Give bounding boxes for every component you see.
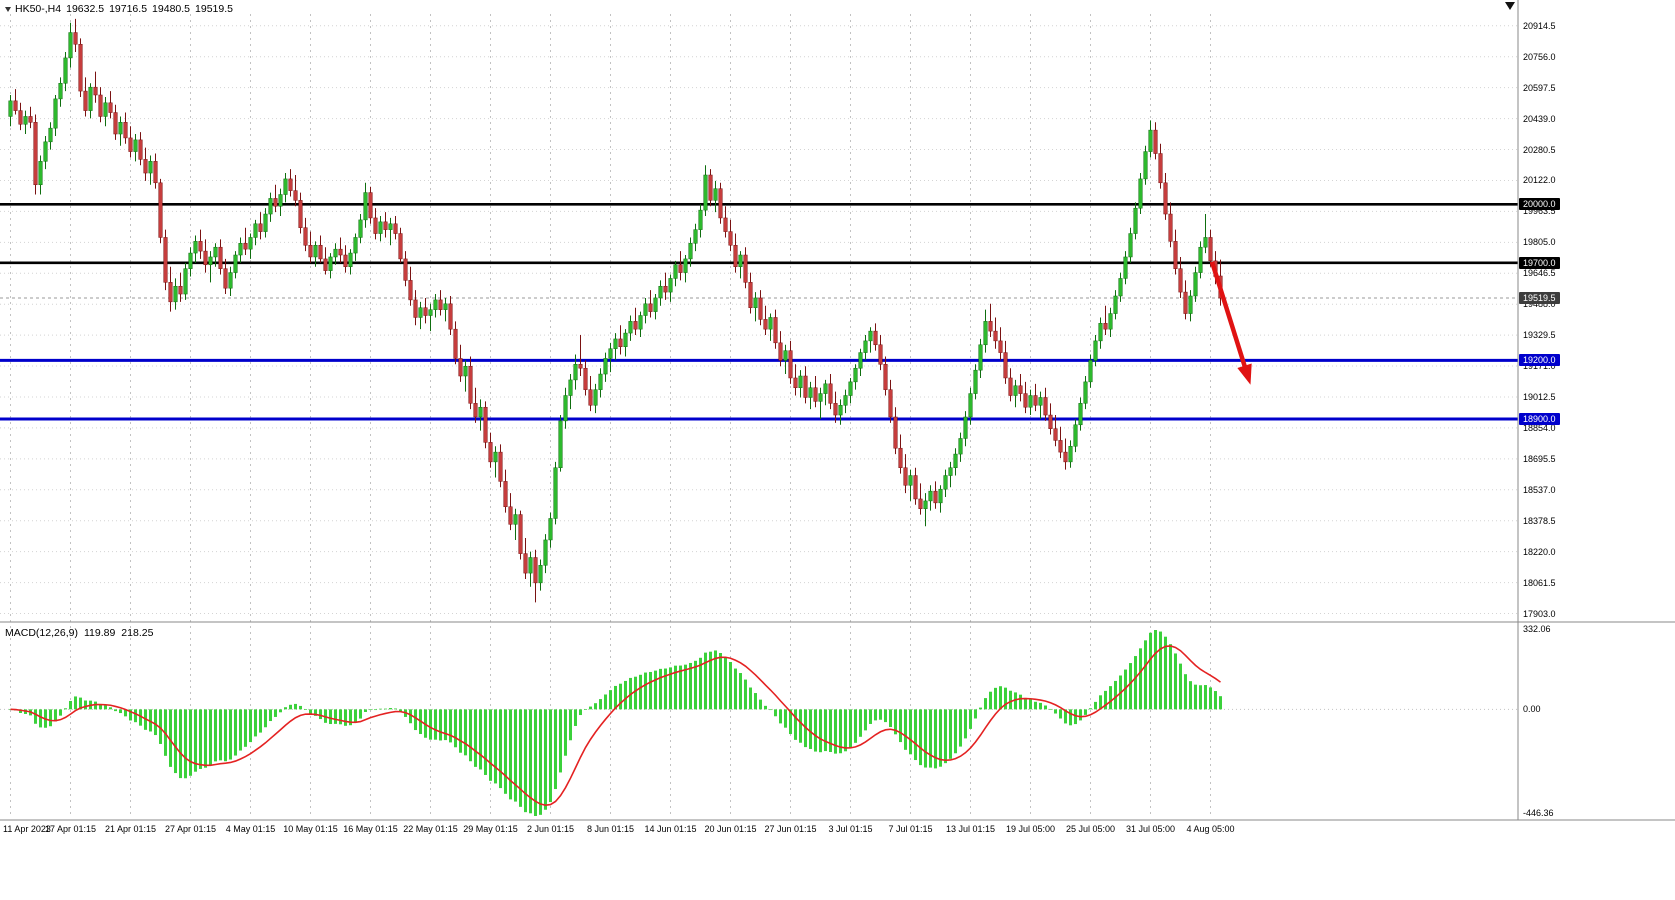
price-tick-label: 19488.0: [1523, 299, 1556, 310]
time-axis-label: 29 May 01:15: [463, 824, 518, 834]
price-tick-label: 18537.0: [1523, 484, 1556, 495]
macd-indicator-label: MACD(12,26,9) 119.89 218.25: [5, 627, 153, 639]
time-axis-label: 13 Jul 01:15: [945, 824, 996, 834]
price-tick-label: 18854.0: [1523, 422, 1556, 433]
info-close-value: 19519.5: [195, 3, 233, 15]
price-tick-label: 17903.0: [1523, 608, 1556, 619]
price-tick-label: 18061.5: [1523, 577, 1556, 588]
macd-main-value: 119.89: [83, 627, 116, 639]
symbol-period-label: HK50-,H4: [15, 3, 62, 15]
time-axis-label: 4 Aug 05:00: [1186, 824, 1235, 834]
macd-histogram-layer: [9, 630, 1222, 816]
symbol-info: HK50-,H4 19632.5 19716.5 19480.5 19519.5: [5, 3, 233, 15]
current-price-box: 19519.5: [1519, 292, 1560, 305]
price-tick-label: 18695.5: [1523, 453, 1556, 464]
price-line-value-box[interactable]: 19700.0: [1519, 256, 1560, 269]
time-axis-label: 2 Jun 01:15: [526, 824, 575, 834]
time-axis-label: 19 Jul 05:00: [1005, 824, 1056, 834]
price-line-value-box[interactable]: 18900.0: [1519, 412, 1560, 425]
sell-arrow-annotation[interactable]: [1209, 261, 1252, 385]
price-tick-label: 19329.5: [1523, 330, 1556, 341]
time-axis-label: 22 May 01:15: [403, 824, 458, 834]
symbol-dropdown-icon[interactable]: [5, 6, 11, 12]
macd-label-text: MACD(12,26,9): [5, 627, 78, 639]
price-tick-label: 19171.0: [1523, 361, 1556, 372]
price-tick-label: 20439.0: [1523, 113, 1556, 124]
price-tick-label: 19963.5: [1523, 206, 1556, 217]
time-axis-label: 20 Jun 01:15: [704, 824, 757, 834]
info-open-value: 19632.5: [66, 3, 105, 15]
macd-signal-line: [10, 645, 1221, 807]
price-tick-label: 19012.5: [1523, 391, 1556, 402]
time-axis-label: 17 Apr 01:15: [44, 824, 97, 834]
price-tick-label: 20597.5: [1523, 82, 1556, 93]
price-tick-label: 20122.0: [1523, 175, 1556, 186]
time-axis-label: 27 Jun 01:15: [764, 824, 817, 834]
price-axis[interactable]: 20914.5 20756.0 20597.5 20439.0 20280.5 20122…: [1518, 0, 1675, 842]
price-tick-label: 19805.0: [1523, 237, 1556, 248]
time-axis-label: 4 May 01:15: [225, 824, 276, 834]
price-tick-label: 20756.0: [1523, 51, 1556, 62]
price-tick-label: 20280.5: [1523, 144, 1556, 155]
time-axis-label: 7 Jul 01:15: [888, 824, 933, 834]
time-axis-label: 25 Jul 05:00: [1065, 824, 1116, 834]
price-tick-label: 18378.5: [1523, 515, 1556, 526]
macd-axis-bottom-label: -446.36: [1523, 808, 1554, 818]
price-tick-label: 20914.5: [1523, 20, 1556, 31]
candles-layer: [8, 18, 1223, 603]
price-line-value-box[interactable]: 19200.0: [1519, 354, 1560, 367]
time-axis-label: 16 May 01:15: [343, 824, 398, 834]
time-axis-label: 3 Jul 01:15: [828, 824, 873, 834]
time-axis-label: 11 Apr 2023: [3, 824, 51, 834]
info-low-value: 19480.5: [152, 3, 191, 15]
time-axis-label: 31 Jul 05:00: [1125, 824, 1176, 834]
info-high-value: 19716.5: [109, 3, 148, 15]
macd-axis-zero-label: 0.00: [1523, 704, 1541, 715]
macd-axis-top-label: 332.06: [1523, 624, 1551, 634]
time-axis[interactable]: 11 Apr 2023 17 Apr 01:15 21 Apr 01:15 27 Ap…: [0, 821, 1675, 839]
time-axis-label: 14 Jun 01:15: [644, 824, 697, 834]
time-axis-label: 27 Apr 01:15: [164, 824, 217, 834]
price-tick-label: 19646.5: [1523, 268, 1556, 279]
chart-shift-marker[interactable]: [1505, 2, 1515, 10]
time-axis-label: 8 Jun 01:15: [586, 824, 635, 834]
price-line-value-box[interactable]: 20000.0: [1519, 198, 1560, 211]
price-tick-label: 18220.0: [1523, 546, 1556, 557]
grid-layer: [0, 14, 1518, 818]
time-axis-label: 10 May 01:15: [283, 824, 338, 834]
time-axis-label: 21 Apr 01:15: [104, 824, 157, 834]
macd-signal-value: 218.25: [121, 627, 154, 639]
